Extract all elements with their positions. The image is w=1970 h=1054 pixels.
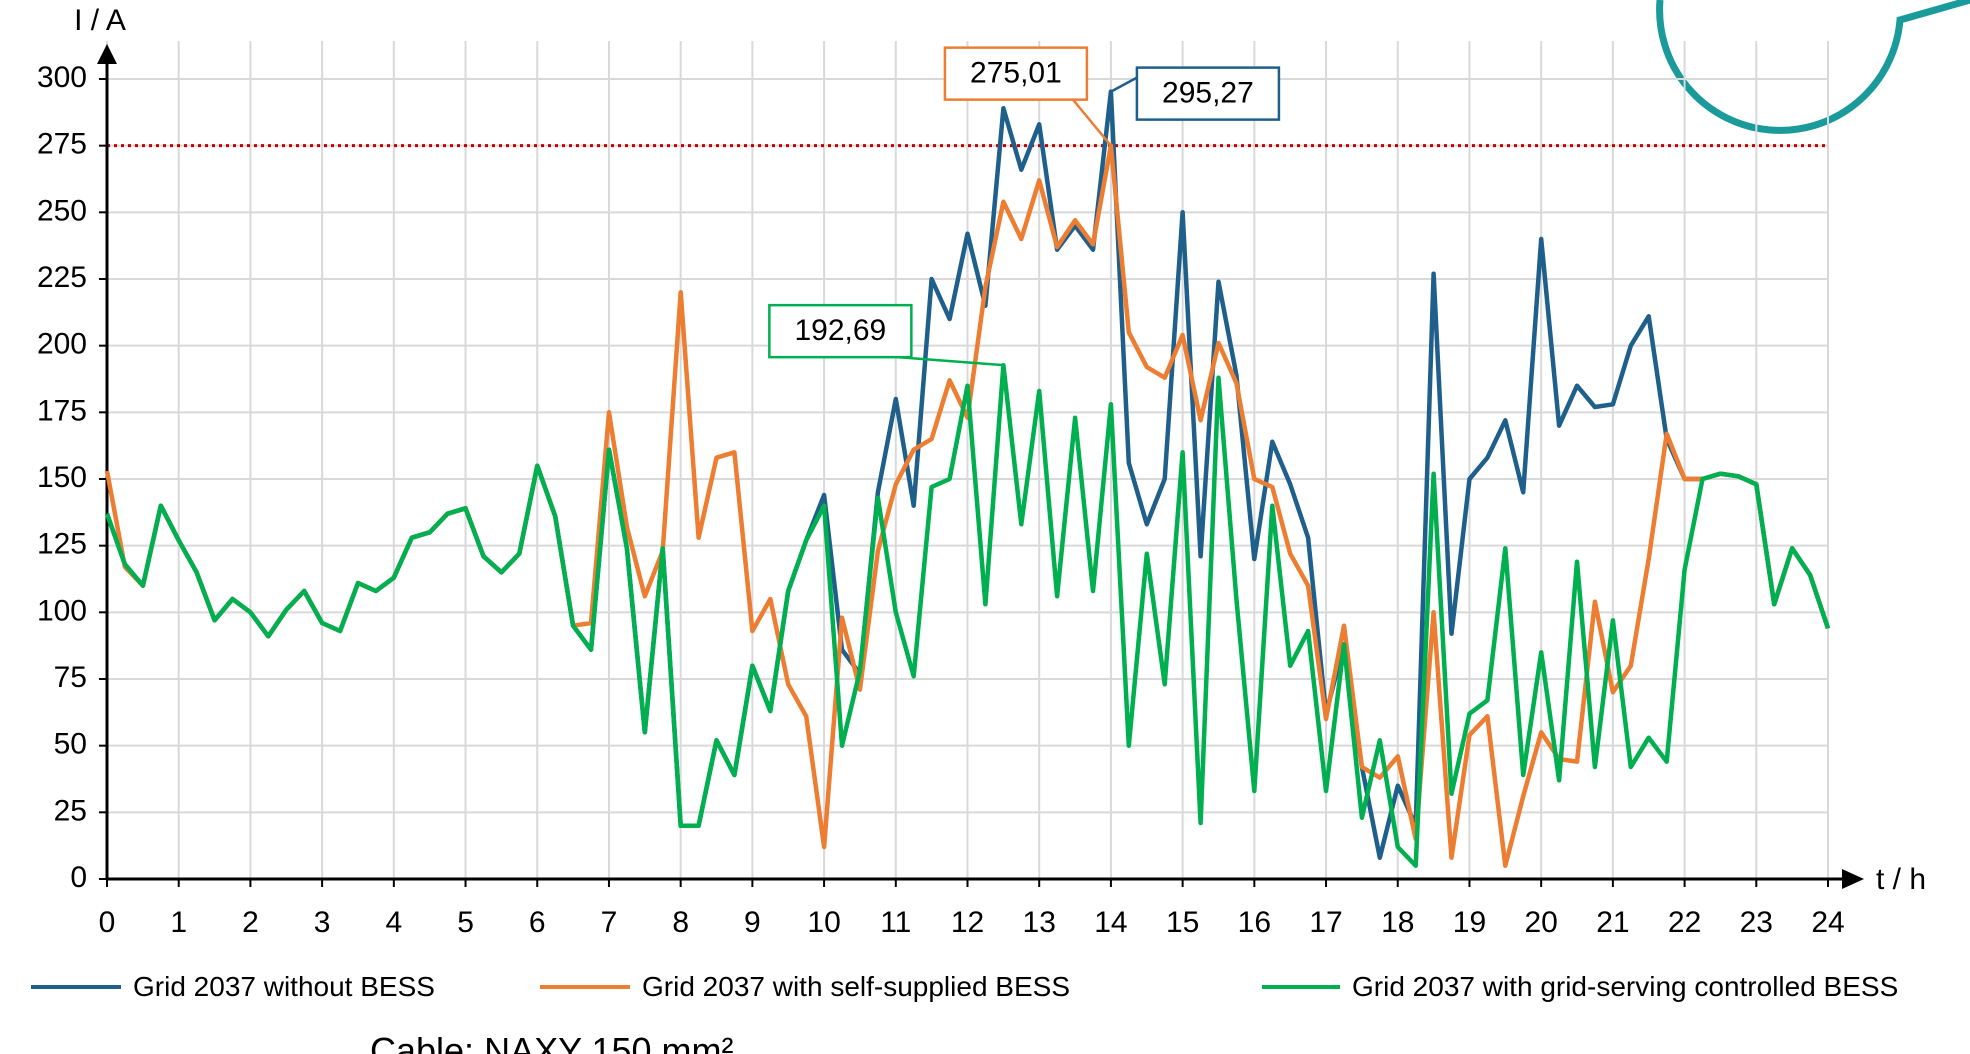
x-tick-label: 11 (880, 906, 911, 939)
x-tick-label: 9 (744, 906, 761, 939)
legend-item: Grid 2037 with self-supplied BESS (540, 970, 1070, 1003)
annotation-box (1135, 66, 1281, 121)
y-tick-label: 300 (37, 61, 87, 94)
x-tick-label: 7 (601, 906, 618, 939)
x-tick-label: 22 (1668, 906, 1701, 939)
y-tick-label: 150 (37, 461, 87, 494)
y-axis-arrow (97, 44, 117, 64)
x-tick-label: 8 (672, 906, 689, 939)
logo-arc (1656, 0, 1970, 134)
y-tick-label: 225 (37, 261, 87, 294)
annotation-leader (1110, 76, 1138, 93)
x-tick-label: 13 (1023, 906, 1056, 939)
annotation-leader (1071, 98, 1112, 147)
y-axis-label: I / A (74, 4, 126, 37)
x-tick-label: 2 (242, 906, 259, 939)
legend-swatch (540, 985, 630, 989)
legend-label: Grid 2037 with self-supplied BESS (642, 971, 1070, 1002)
x-tick-label: 6 (529, 906, 546, 939)
legend-swatch (31, 985, 121, 989)
annotation-box (943, 46, 1089, 101)
x-tick-label: 21 (1596, 906, 1629, 939)
annotation-label: 192,69 (794, 314, 886, 347)
legend-label: Grid 2037 without BESS (133, 971, 435, 1002)
y-tick-label: 250 (37, 194, 87, 227)
y-tick-label: 100 (37, 594, 87, 627)
annotation-label: 295,27 (1162, 77, 1254, 110)
x-tick-label: 4 (385, 906, 402, 939)
x-axis-arrow (1842, 869, 1864, 889)
x-tick-label: 14 (1094, 906, 1127, 939)
x-tick-label: 19 (1453, 906, 1486, 939)
legend-label: Grid 2037 with grid-serving controlled B… (1352, 971, 1899, 1002)
y-tick-label: 275 (37, 128, 87, 161)
x-tick-label: 23 (1740, 906, 1773, 939)
x-tick-label: 16 (1238, 906, 1271, 939)
y-tick-label: 125 (37, 528, 87, 561)
legend-swatch (1262, 985, 1340, 989)
x-tick-label: 10 (807, 906, 840, 939)
y-tick-label: 50 (54, 728, 87, 761)
x-tick-label: 15 (1166, 906, 1199, 939)
legend-item: Grid 2037 without BESS (31, 970, 435, 1003)
x-axis-label: t / h (1876, 863, 1926, 896)
x-tick-label: 3 (314, 906, 331, 939)
annotation-box (768, 303, 913, 359)
y-tick-label: 200 (37, 328, 87, 361)
x-tick-label: 12 (951, 906, 984, 939)
y-tick-label: 25 (54, 794, 87, 827)
x-tick-label: 17 (1309, 906, 1342, 939)
annotation-label: 275,01 (970, 57, 1062, 90)
x-tick-label: 1 (170, 906, 187, 939)
annotation-leader (897, 355, 1004, 367)
x-tick-label: 24 (1811, 906, 1844, 939)
y-tick-label: 75 (54, 661, 87, 694)
y-tick-label: 175 (37, 394, 87, 427)
legend-item: Grid 2037 with grid-serving controlled B… (1262, 970, 1970, 1003)
x-tick-label: 18 (1381, 906, 1414, 939)
x-tick-label: 20 (1524, 906, 1557, 939)
series-line (104, 362, 1831, 868)
caption: Cable: NAXY 150 mm² (370, 1030, 734, 1054)
x-tick-label: 5 (457, 906, 474, 939)
x-tick-label: 0 (99, 906, 116, 939)
y-tick-label: 0 (70, 861, 87, 894)
